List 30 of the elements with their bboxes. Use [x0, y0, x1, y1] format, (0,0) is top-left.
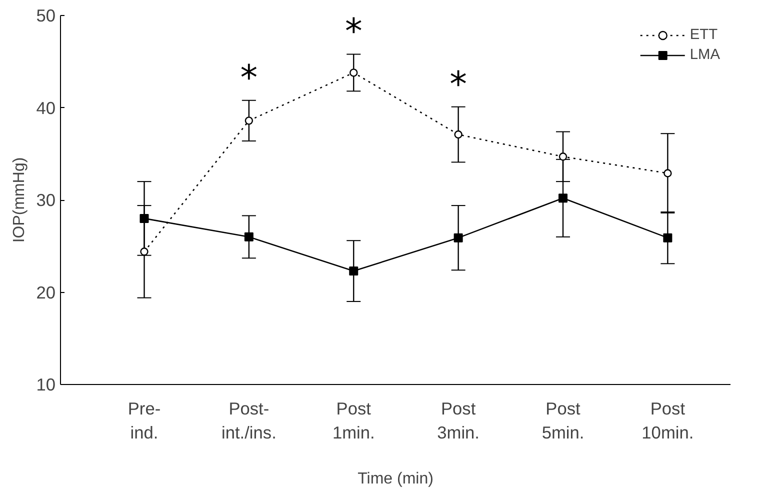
x-tick-label: Post 10min. [642, 398, 694, 442]
y-tick-label: 20 [36, 282, 56, 302]
point [349, 266, 358, 276]
x-tick-label: Post 5min. [542, 398, 584, 442]
x-axis-title: Time (min) [358, 470, 434, 488]
point [244, 232, 254, 242]
point [663, 233, 672, 242]
point [454, 233, 463, 242]
legend-label: ETT [690, 27, 718, 43]
y-tick-label: 40 [36, 98, 56, 118]
annotation: * [240, 58, 258, 98]
point [140, 248, 148, 256]
annotation: * [450, 64, 467, 105]
point [244, 116, 254, 125]
annotation: * [344, 12, 362, 52]
x-tick-label: Pre- ind. [128, 398, 161, 442]
y-tick-label: 10 [36, 374, 56, 394]
x-tick-label: Post 1min. [332, 398, 375, 442]
point [558, 152, 568, 161]
x-tick-label: Post 3min. [437, 398, 480, 442]
point [558, 194, 568, 203]
point [664, 169, 672, 178]
point [454, 130, 462, 139]
y-tick-label: 50 [36, 6, 56, 26]
point [140, 214, 149, 223]
legend-label: LMA [690, 47, 720, 63]
x-tick-label: Post- int./ins. [221, 398, 276, 442]
y-tick-label: 30 [36, 190, 56, 210]
point [350, 68, 358, 77]
y-axis-title: IOP(mmHg) [11, 157, 28, 243]
